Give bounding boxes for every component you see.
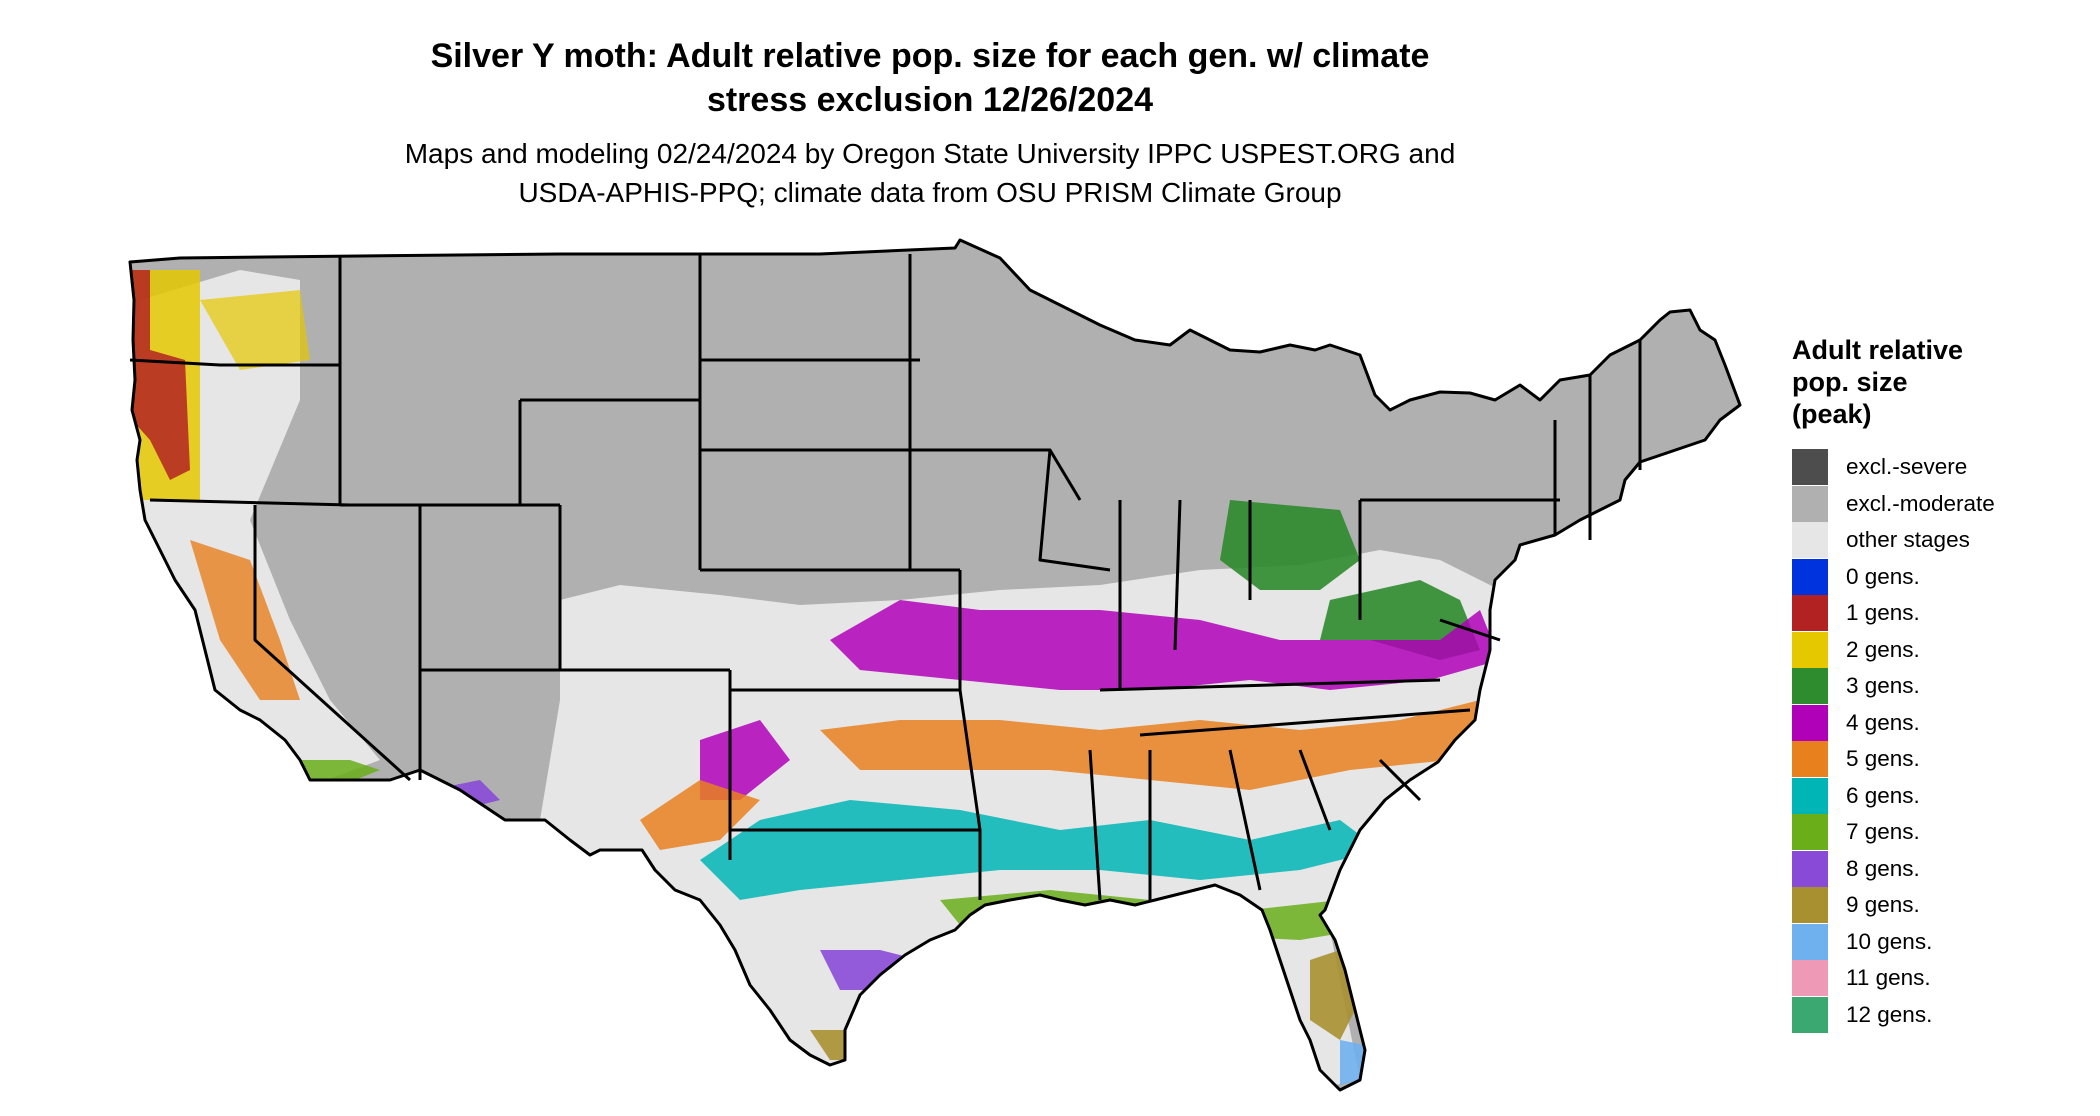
legend-item: 0 gens. (1792, 558, 2092, 596)
legend-swatch (1792, 668, 1828, 705)
legend-title: Adult relative pop. size (peak) (1792, 335, 1964, 429)
legend-swatch (1792, 850, 1828, 887)
legend-item: 1 gens. (1792, 595, 2092, 632)
legend-item: 4 gens. (1792, 704, 2092, 742)
legend-swatch (1792, 923, 1828, 960)
legend-label: 6 gens. (1846, 782, 1920, 808)
legend-label: 3 gens. (1846, 673, 1920, 699)
legend-swatch (1792, 996, 1828, 1033)
legend-label: 4 gens. (1846, 709, 1920, 735)
legend-label: 0 gens. (1846, 563, 1920, 589)
legend-item: 3 gens. (1792, 668, 2092, 705)
legend-swatch (1792, 741, 1828, 778)
legend-swatch (1792, 449, 1828, 486)
legend-item: excl.-moderate (1792, 485, 2092, 523)
legend-label: 2 gens. (1846, 636, 1920, 662)
legend-label: 10 gens. (1846, 928, 1933, 954)
legend-item: 7 gens. (1792, 814, 2092, 851)
legend-swatch (1792, 631, 1828, 668)
legend-swatch (1792, 485, 1828, 522)
legend-label: excl.-moderate (1846, 490, 1995, 516)
legend-item: 11 gens. (1792, 960, 2092, 997)
legend-label: 1 gens. (1846, 600, 1920, 626)
legend-swatch (1792, 704, 1828, 741)
legend: Adult relative pop. size (peak) excl.-se… (1792, 334, 2092, 1033)
legend-label: 9 gens. (1846, 892, 1920, 918)
legend-item: 10 gens. (1792, 923, 2092, 961)
generation-zones (130, 240, 1740, 1090)
legend-items: excl.-severe excl.-moderate other stages… (1792, 449, 2092, 1033)
legend-label: 12 gens. (1846, 1001, 1933, 1027)
legend-item: 6 gens. (1792, 777, 2092, 815)
legend-swatch (1792, 595, 1828, 632)
legend-item: 9 gens. (1792, 887, 2092, 924)
legend-item: 8 gens. (1792, 850, 2092, 888)
legend-swatch (1792, 960, 1828, 997)
legend-item: 2 gens. (1792, 631, 2092, 669)
legend-label: 7 gens. (1846, 819, 1920, 845)
legend-label: other stages (1846, 527, 1970, 553)
legend-item: other stages (1792, 522, 2092, 559)
legend-item: excl.-severe (1792, 449, 2092, 486)
legend-label: 8 gens. (1846, 855, 1920, 881)
legend-swatch (1792, 887, 1828, 924)
legend-swatch (1792, 814, 1828, 851)
legend-swatch (1792, 558, 1828, 595)
map-subtitle: Maps and modeling 02/24/2024 by Oregon S… (404, 138, 1456, 208)
map-title: Silver Y moth: Adult relative pop. size … (430, 37, 1430, 119)
legend-label: excl.-severe (1846, 454, 1968, 480)
legend-label: 11 gens. (1846, 965, 1931, 991)
legend-item: 5 gens. (1792, 741, 2092, 778)
legend-swatch (1792, 522, 1828, 559)
state-boundaries (128, 238, 1742, 1092)
legend-label: 5 gens. (1846, 746, 1920, 772)
legend-swatch (1792, 777, 1828, 814)
legend-item: 12 gens. (1792, 996, 2092, 1034)
